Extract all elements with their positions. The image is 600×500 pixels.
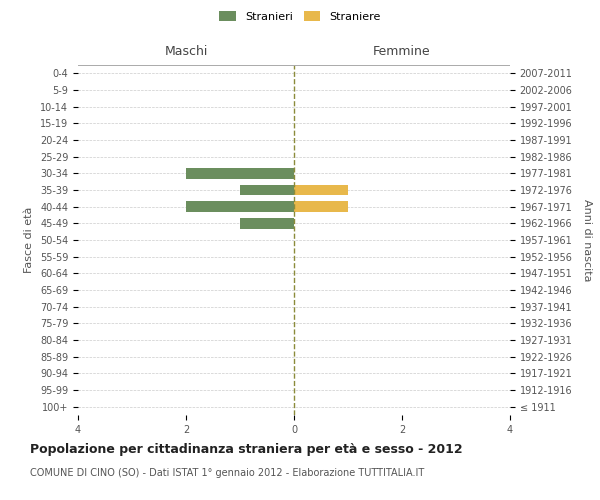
Bar: [186, 168, 294, 179]
Legend: Stranieri, Straniere: Stranieri, Straniere: [216, 8, 384, 25]
Text: COMUNE DI CINO (SO) - Dati ISTAT 1° gennaio 2012 - Elaborazione TUTTITALIA.IT: COMUNE DI CINO (SO) - Dati ISTAT 1° genn…: [30, 468, 424, 477]
Bar: [240, 218, 294, 229]
Bar: [294, 201, 348, 212]
Y-axis label: Anni di nascita: Anni di nascita: [582, 198, 592, 281]
Text: Maschi: Maschi: [164, 45, 208, 58]
Bar: [186, 201, 294, 212]
Text: Popolazione per cittadinanza straniera per età e sesso - 2012: Popolazione per cittadinanza straniera p…: [30, 442, 463, 456]
Text: Femmine: Femmine: [373, 45, 431, 58]
Y-axis label: Fasce di età: Fasce di età: [25, 207, 34, 273]
Bar: [294, 184, 348, 196]
Bar: [240, 184, 294, 196]
